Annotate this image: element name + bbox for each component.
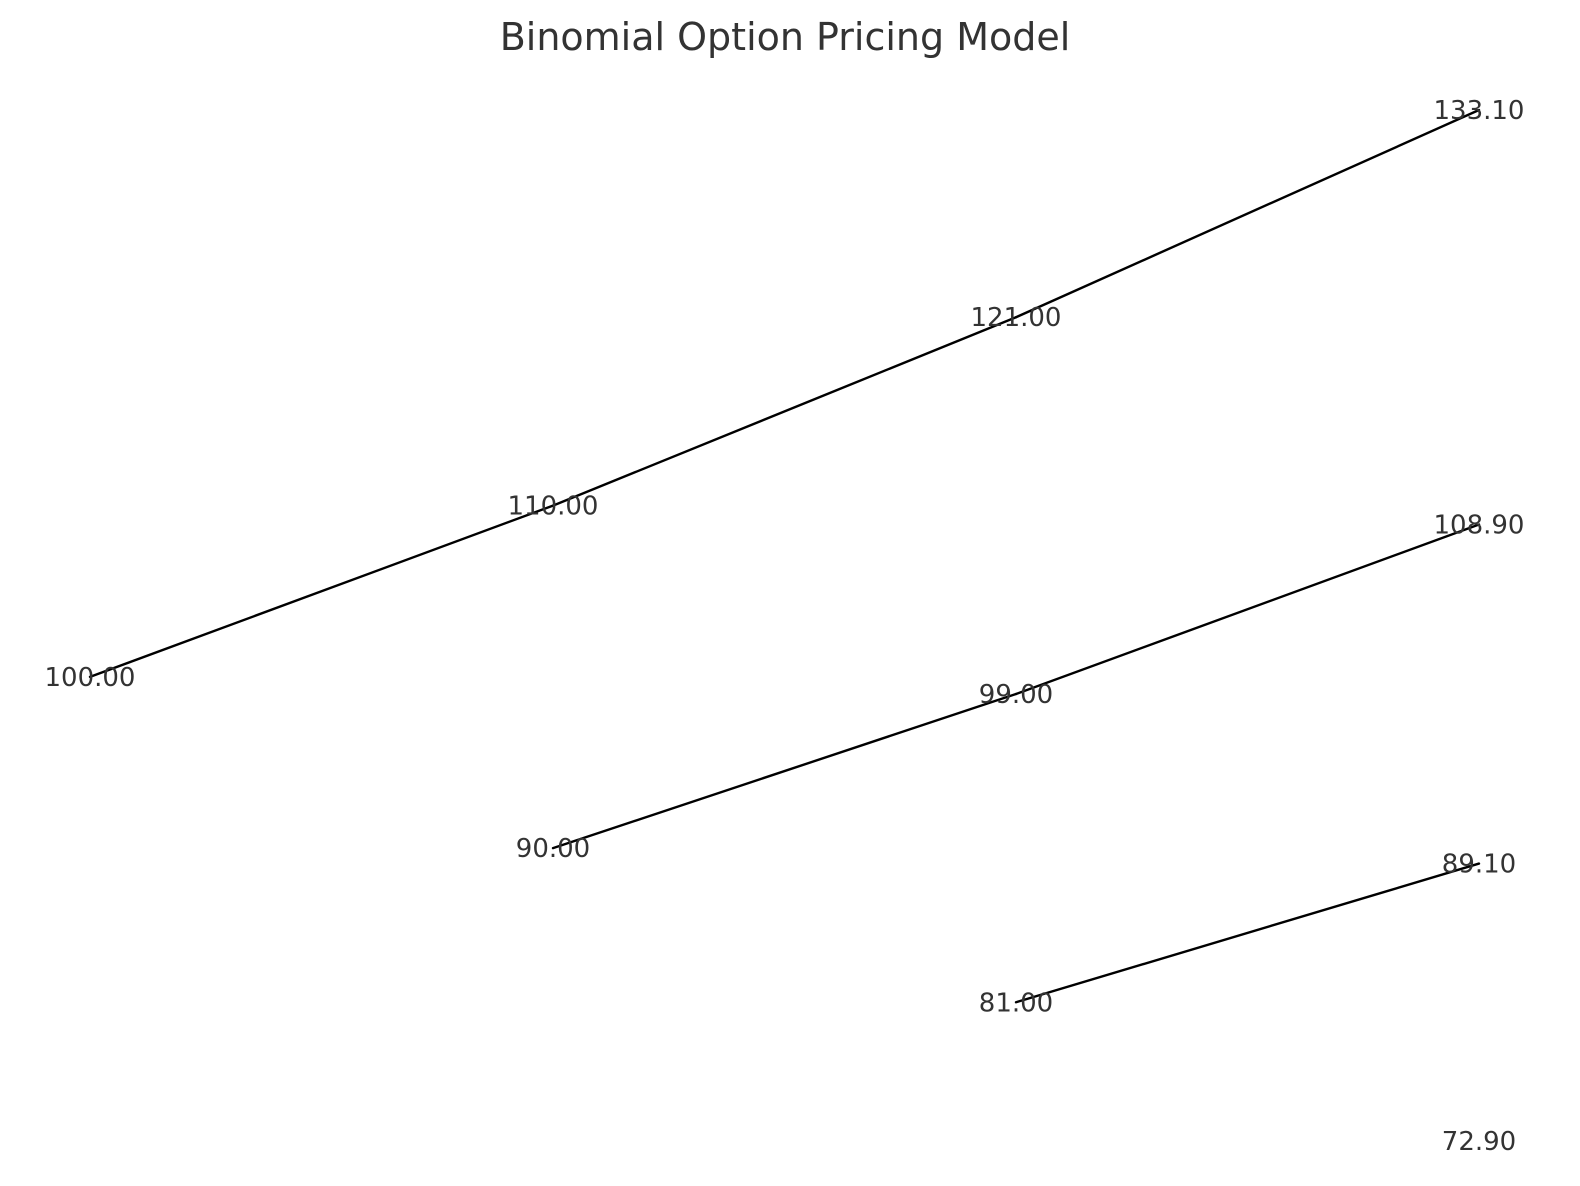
node-label: 89.10 [1442,850,1516,880]
node-label: 100.00 [45,663,136,693]
node-labels: 100.00 110.00 90.00 121.00 99.00 81.00 133.10 1… [45,96,1525,1157]
node-label: 99.00 [979,680,1053,710]
tree-edge [551,692,1018,850]
node-label: 72.90 [1442,1127,1516,1157]
tree-edge [1014,523,1481,696]
node-label: 108.90 [1434,510,1525,540]
node-label: 81.00 [979,988,1053,1018]
node-label: 121.00 [971,303,1062,333]
tree-edges [88,108,1481,1004]
tree-edge [88,504,555,679]
node-label: 110.00 [508,492,599,522]
tree-edge [1014,108,1481,319]
chart-title: Binomial Option Pricing Model [500,15,1071,59]
node-label: 90.00 [516,834,590,864]
tree-edge [1014,862,1481,1004]
node-label: 133.10 [1434,96,1525,126]
tree-edge [551,316,1018,507]
